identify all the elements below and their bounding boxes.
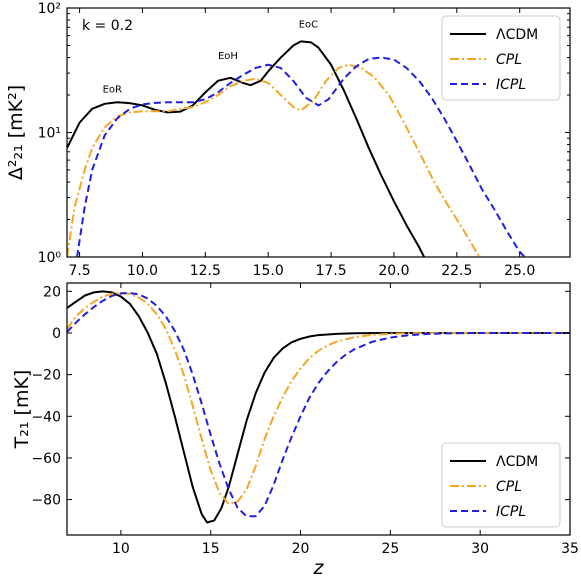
legend-label: ΛCDM — [496, 27, 538, 43]
y-tick-label: −80 — [31, 493, 61, 509]
legend-box — [441, 442, 561, 528]
legend: ΛCDM CPL ICPL — [441, 442, 561, 528]
y-tick-label: 10¹ — [38, 126, 61, 142]
x-tick-label: 12.5 — [190, 263, 221, 279]
legend-label: CPL — [496, 52, 522, 68]
y-axis-label: T₂₁ [mK] — [11, 370, 33, 450]
y-tick-label: 10² — [38, 1, 61, 17]
x-tick-label: 17.5 — [315, 263, 346, 279]
x-tick-label: 25.0 — [504, 263, 535, 279]
legend: ΛCDM CPL ICPL — [441, 15, 561, 101]
annotation-eoh: EoH — [218, 51, 238, 62]
power-spectrum-panel: 7.5 10.0 12.5 15.0 17.5 20.0 22.5 25.0 10⁰ 10¹ 10²… — [5, 1, 571, 279]
legend-box — [441, 15, 561, 101]
series-line-cpl — [67, 292, 570, 505]
y-tick-label: −40 — [31, 409, 61, 425]
series-line-cpl — [67, 63, 481, 257]
x-tick-label: 10.0 — [127, 263, 158, 279]
k-label: k = 0.2 — [82, 18, 133, 34]
series-line-lambdacdm — [67, 40, 426, 257]
legend-label: ICPL — [496, 77, 526, 93]
x-tick-label: 22.5 — [441, 263, 472, 279]
plot-frame — [66, 282, 571, 536]
y-tick-label: 10⁰ — [38, 250, 62, 266]
x-tick-label: 20.0 — [378, 263, 409, 279]
x-tick-label: 35 — [561, 541, 579, 557]
series-line-icpl — [76, 56, 526, 257]
legend-label: ΛCDM — [496, 454, 538, 470]
annotation-eoc: EoC — [299, 19, 318, 30]
y-tick-label: 20 — [43, 284, 61, 300]
series-line-lambdacdm — [67, 290, 570, 524]
x-tick-label: 15.0 — [253, 263, 284, 279]
y-axis-label: Δ²₂₁ [mK²] — [5, 85, 27, 180]
series-line-icpl — [67, 292, 570, 518]
x-tick-label: 30 — [471, 541, 489, 557]
x-tick-label: 15 — [202, 541, 220, 557]
brightness-temperature-panel: 10 15 20 25 30 35 20 0 −20 −40 −60 −80 T₂₁ [mK] z ΛCDM… — [11, 282, 579, 579]
y-tick-label: 0 — [52, 326, 61, 342]
x-tick-label: 20 — [292, 541, 310, 557]
series-group — [67, 290, 570, 524]
annotation-eor: EoR — [103, 84, 122, 95]
x-tick-label: 7.5 — [68, 263, 90, 279]
x-axis-label: z — [313, 557, 325, 579]
x-tick-label: 10 — [112, 541, 130, 557]
y-tick-label: −60 — [31, 451, 61, 467]
legend-label: ICPL — [496, 504, 526, 520]
y-tick-label: −20 — [31, 368, 61, 384]
series-group — [67, 40, 526, 257]
x-tick-label: 25 — [381, 541, 399, 557]
legend-label: CPL — [496, 479, 522, 495]
